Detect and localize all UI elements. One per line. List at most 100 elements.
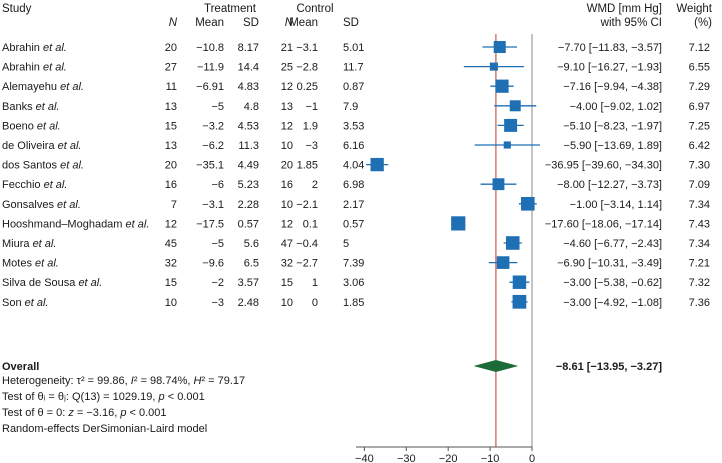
study-name-suffix: et al. — [43, 62, 67, 74]
treatment-n: 13 — [165, 101, 177, 113]
treatment-n: 32 — [165, 258, 177, 270]
treatment-mean: −35.1 — [196, 160, 224, 172]
treatment-mean: −3 — [211, 297, 224, 309]
study-weight: 6.42 — [689, 140, 710, 152]
study-name-suffix: et al. — [57, 199, 81, 211]
treatment-mean: −9.6 — [202, 258, 224, 270]
effect-marker — [495, 79, 509, 93]
effect-marker — [505, 236, 520, 250]
control-n: 10 — [281, 297, 293, 309]
study-name-suffix: et al. — [60, 81, 84, 93]
stats-segment: I — [131, 375, 134, 387]
control-sd: 7.9 — [343, 101, 358, 113]
study-name: dos Santos et al. — [2, 160, 84, 172]
treatment-sd: 2.28 — [238, 199, 259, 211]
treatment-n: 12 — [165, 218, 177, 230]
study-wmd-ci: −1.00 [−3.14, 1.14] — [570, 199, 662, 211]
stats-segment: Test of θ = 0: — [2, 407, 68, 419]
control-sd: 0.57 — [343, 218, 364, 230]
treatment-n: 27 — [165, 62, 177, 74]
study-name-suffix: et al. — [33, 238, 57, 250]
study-name-suffix: et al. — [78, 277, 102, 289]
header-treatment: Treatment — [204, 3, 257, 15]
x-tick-label: −10 — [481, 453, 500, 463]
treatment-n: 20 — [165, 42, 177, 54]
treatment-sd: 11.3 — [238, 140, 259, 152]
x-axis: −40 −30 −20 −10 0 — [355, 446, 535, 463]
study-weight: 7.29 — [689, 81, 710, 93]
x-tick-label: −40 — [355, 453, 374, 463]
header-effect-line1: WMD [mm Hg] — [587, 3, 662, 15]
marks-layer — [366, 40, 540, 372]
study-name-text: Abrahin — [2, 62, 43, 74]
control-n: 10 — [281, 140, 293, 152]
control-sd: 4.04 — [343, 160, 364, 172]
treatment-mean: −2 — [211, 277, 224, 289]
treatment-sd: 4.53 — [238, 120, 259, 132]
study-wmd-ci: −36.95 [−39.60, −34.30] — [545, 160, 662, 172]
study-wmd-ci: −4.60 [−6.77, −2.43] — [563, 238, 662, 250]
study-weight: 7.12 — [689, 42, 710, 54]
control-mean: −2.7 — [296, 258, 318, 270]
treatment-n: 45 — [165, 238, 177, 250]
study-wmd-ci: −3.00 [−5.38, −0.62] — [563, 277, 662, 289]
study-name: Alemayehu et al. — [2, 81, 84, 93]
treatment-sd: 8.17 — [238, 42, 259, 54]
control-sd: 7.39 — [343, 258, 364, 270]
study-name-text: Gonsalves — [2, 199, 57, 211]
control-mean: 0 — [312, 297, 318, 309]
study-name-suffix: et al. — [36, 101, 60, 113]
treatment-mean: −5 — [211, 238, 224, 250]
study-name: Boeno et al. — [2, 120, 61, 132]
treatment-sd: 3.57 — [238, 277, 259, 289]
study-wmd-ci: −17.60 [−18.06, −17.14] — [545, 218, 662, 230]
stats-segment: ² = 79.17 — [201, 375, 245, 387]
control-sd: 0.87 — [343, 81, 364, 93]
header-control: Control — [296, 3, 333, 15]
control-sd: 2.17 — [343, 199, 364, 211]
header-weight-line2: (%) — [694, 17, 712, 29]
treatment-mean: −17.5 — [196, 218, 224, 230]
control-n: 13 — [281, 101, 293, 113]
study-wmd-ci: −8.00 [−12.27, −3.73] — [557, 179, 662, 191]
study-weight: 7.09 — [689, 179, 710, 191]
study-name-suffix: et al. — [43, 42, 67, 54]
effect-marker — [512, 294, 527, 309]
effect-marker — [489, 62, 498, 71]
control-n: 20 — [281, 160, 293, 172]
reference-lines-layer — [495, 34, 533, 447]
study-name: Miura et al. — [2, 238, 56, 250]
treatment-mean: −10.8 — [196, 42, 224, 54]
header-effect-line2: with 95% CI — [600, 17, 662, 29]
control-n: 10 — [281, 199, 293, 211]
header-treatment-n: N — [169, 17, 178, 29]
control-n: 21 — [281, 42, 293, 54]
control-sd: 5 — [343, 238, 349, 250]
study-name-suffix: et al. — [58, 140, 82, 152]
effect-marker — [370, 157, 384, 172]
treatment-n: 20 — [165, 160, 177, 172]
stats-segment: < 0.001 — [126, 407, 166, 419]
study-name-suffix: et al. — [35, 258, 59, 270]
treatment-n: 16 — [165, 179, 177, 191]
control-mean: 1.85 — [297, 160, 318, 172]
study-name: Hooshmand–Moghadam et al. — [2, 218, 149, 230]
control-mean: −2.8 — [296, 62, 318, 74]
control-mean: 0.25 — [297, 81, 318, 93]
control-mean: 2 — [312, 179, 318, 191]
study-weight: 7.21 — [689, 258, 710, 270]
study-name-text: Abrahin — [2, 42, 43, 54]
study-name-text: dos Santos — [2, 160, 60, 172]
x-tick-label: −20 — [439, 453, 458, 463]
study-name-suffix: et al. — [126, 218, 150, 230]
study-weight: 6.55 — [689, 62, 710, 74]
control-mean: −3.1 — [296, 42, 318, 54]
control-n: 12 — [281, 120, 293, 132]
study-wmd-ci: −5.90 [−13.69, 1.89] — [564, 140, 662, 152]
header-weight-line1: Weight — [676, 3, 712, 15]
treatment-n: 11 — [166, 81, 177, 93]
control-mean: 1 — [312, 277, 318, 289]
control-sd: 6.98 — [343, 179, 364, 191]
stats-segment: p — [158, 391, 165, 403]
